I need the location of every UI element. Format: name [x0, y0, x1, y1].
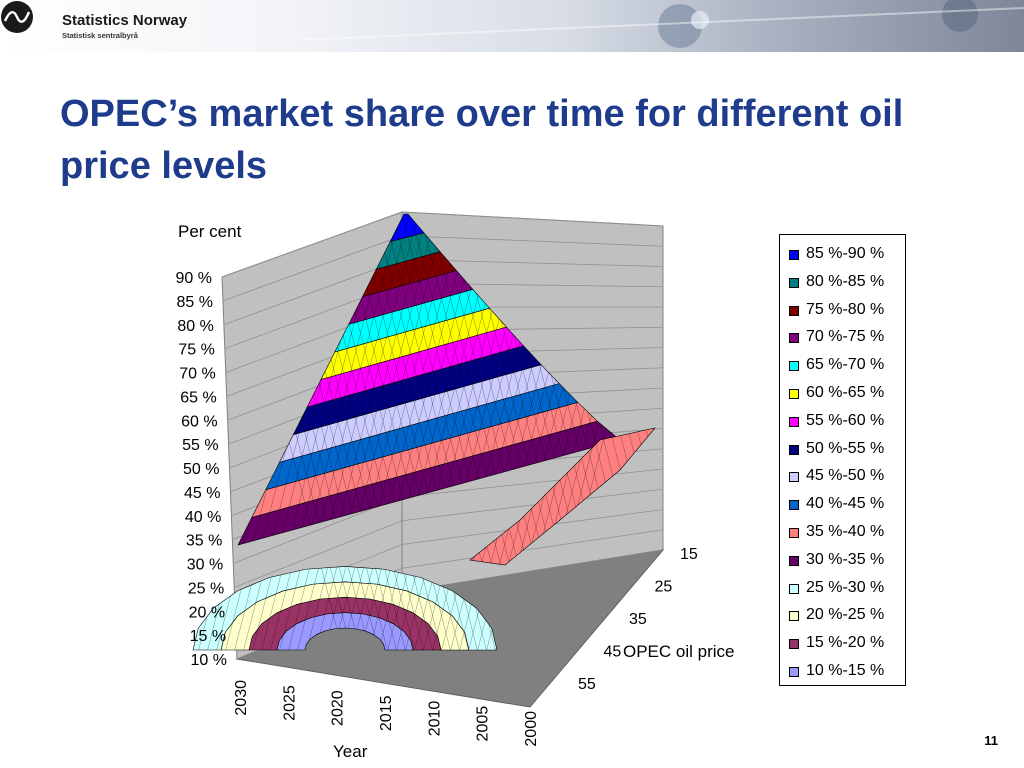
y-tick-label: 90 % — [176, 270, 212, 287]
y-tick-label: 45 % — [184, 485, 220, 502]
legend-swatch — [789, 500, 799, 511]
slide-title: OPEC’s market share over time for differ… — [60, 93, 904, 187]
legend-item: 40 %-45 % — [780, 493, 905, 521]
legend-label: 45 %-50 % — [806, 467, 885, 485]
gridline — [221, 211, 664, 278]
x-tick-label: 2000 — [523, 711, 540, 747]
legend-label: 20 %-25 % — [806, 606, 885, 624]
legend-label: 60 %-65 % — [806, 383, 885, 401]
legend-item: 60 %-65 % — [780, 382, 905, 410]
x-tick-label: 2020 — [330, 690, 347, 726]
y-tick-label: 75 % — [178, 342, 214, 359]
brand-name: Statistics Norway — [62, 12, 188, 29]
legend-item: 55 %-60 % — [780, 410, 905, 438]
legend-swatch — [789, 277, 799, 288]
legend-label: 40 %-45 % — [806, 495, 885, 513]
y-tick-label: 80 % — [177, 318, 213, 335]
legend-label: 30 %-35 % — [806, 550, 885, 568]
x-axis-title: Year — [333, 742, 368, 761]
y-tick-label: 10 % — [191, 652, 227, 669]
y-tick-label: 30 % — [187, 557, 223, 574]
y-tick-label: 40 % — [185, 509, 221, 526]
x-tick-label: 2030 — [233, 680, 250, 716]
depth-tick-label: 35 — [629, 611, 647, 628]
legend-label: 80 %-85 % — [806, 272, 885, 290]
legend-item: 80 %-85 % — [780, 271, 905, 299]
legend-swatch — [789, 333, 799, 344]
legend-swatch — [789, 472, 799, 483]
legend-swatch — [789, 583, 799, 594]
legend-item: 35 %-40 % — [780, 521, 905, 549]
surface — [192, 213, 656, 651]
legend-label: 10 %-15 % — [806, 661, 885, 679]
legend-label: 85 %-90 % — [806, 245, 885, 262]
legend-item: 65 %-70 % — [780, 354, 905, 382]
legend-item: 45 %-50 % — [780, 465, 905, 493]
legend-swatch — [789, 305, 799, 316]
legend-label: 55 %-60 % — [806, 411, 885, 429]
y-axis-ticks: 10 % 15 % 20 % 25 % 30 % 35 % 40 % 45 % 50 % 55 %… — [176, 270, 227, 669]
y-tick-label: 50 % — [183, 461, 219, 478]
legend-swatch — [789, 444, 799, 455]
legend-swatch — [789, 416, 799, 427]
surface-band — [469, 427, 656, 566]
legend-swatch — [789, 388, 799, 399]
legend-swatch — [789, 361, 799, 372]
y-tick-label: 70 % — [179, 366, 215, 383]
y-axis-title: Per cent — [178, 222, 242, 241]
depth-tick-label: 45 — [604, 644, 622, 661]
statistics-norway-logo — [1, 1, 33, 33]
plot-area — [192, 211, 665, 708]
legend-label: 75 %-80 % — [806, 300, 885, 318]
brand-subtitle: Statistisk sentralbyrå — [62, 31, 138, 40]
x-tick-label: 2025 — [281, 685, 298, 721]
page-number: 11 — [984, 733, 998, 748]
y-tick-label: 55 % — [182, 437, 218, 454]
depth-tick-label: 55 — [578, 676, 596, 693]
y-tick-label: 35 % — [186, 533, 222, 550]
legend-swatch — [789, 611, 799, 622]
legend-item: 15 %-20 % — [780, 632, 905, 660]
legend-swatch — [789, 639, 799, 650]
legend-item: 20 %-25 % — [780, 604, 905, 632]
legend-swatch — [789, 555, 799, 566]
legend-swatch — [789, 527, 799, 538]
legend-item: 25 %-30 % — [780, 577, 905, 605]
y-tick-label: 25 % — [188, 580, 224, 597]
legend-label: 70 %-75 % — [806, 328, 885, 346]
y-tick-label: 20 % — [189, 604, 225, 621]
legend-swatch — [789, 250, 799, 260]
surface-band — [389, 213, 425, 243]
y-tick-label: 85 % — [176, 294, 212, 311]
legend-item: 30 %-35 % — [780, 549, 905, 577]
legend-item: 50 %-55 % — [780, 438, 905, 466]
depth-axis-ticks: 15 25 35 45 55 — [578, 546, 698, 693]
depth-tick-label: 15 — [680, 546, 698, 563]
legend-label: 15 %-20 % — [806, 634, 885, 652]
legend-item: 85 %-90 % — [780, 243, 905, 271]
header-banner: Statistics Norway Statistisk sentralbyrå — [0, 0, 1024, 52]
legend-item: 75 %-80 % — [780, 299, 905, 327]
legend-label: 25 %-30 % — [806, 578, 885, 596]
x-axis-ticks: 2030 2025 2020 2015 2010 2005 2000 — [233, 680, 540, 747]
y-tick-label: 15 % — [190, 628, 226, 645]
x-tick-label: 2015 — [378, 695, 395, 731]
legend: 85 %-90 % 80 %-85 % 75 %-80 % 70 %-75 % 65 %… — [779, 234, 906, 686]
x-tick-label: 2005 — [475, 706, 492, 742]
legend-item: 70 %-75 % — [780, 326, 905, 354]
banner-decoration — [299, 0, 1024, 48]
legend-item: 10 %-15 % — [780, 660, 905, 688]
legend-swatch — [789, 666, 799, 677]
y-tick-label: 60 % — [181, 413, 217, 430]
x-tick-label: 2010 — [426, 701, 443, 737]
legend-label: 65 %-70 % — [806, 356, 885, 374]
legend-label: 50 %-55 % — [806, 439, 885, 457]
depth-axis-title: OPEC oil price — [623, 642, 734, 661]
legend-label: 35 %-40 % — [806, 522, 885, 540]
depth-tick-label: 25 — [655, 579, 673, 596]
y-tick-label: 65 % — [180, 389, 216, 406]
